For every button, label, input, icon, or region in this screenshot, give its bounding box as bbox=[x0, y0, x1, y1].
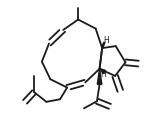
Text: H: H bbox=[103, 36, 109, 45]
Polygon shape bbox=[100, 69, 106, 74]
Text: H: H bbox=[100, 70, 106, 79]
Polygon shape bbox=[97, 69, 102, 84]
